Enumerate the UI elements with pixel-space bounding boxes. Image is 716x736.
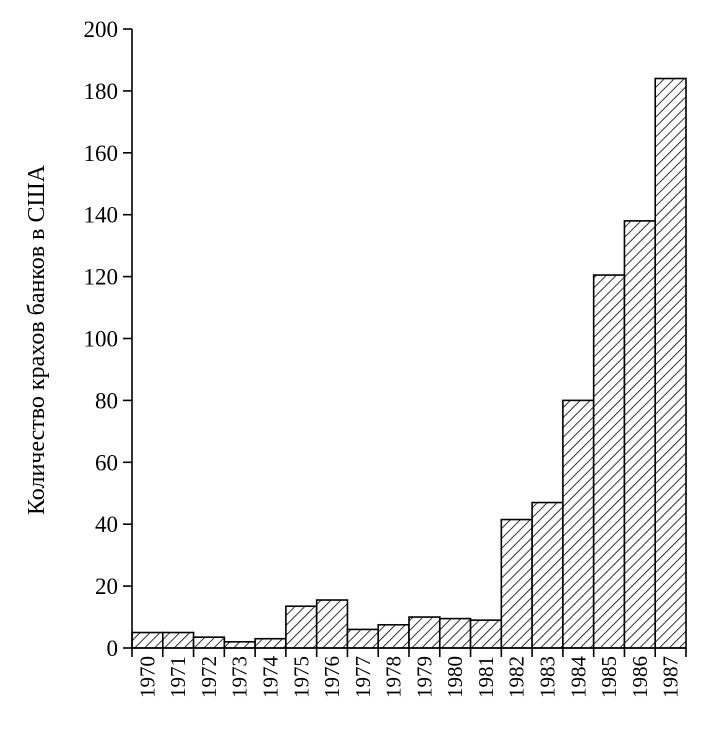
bar-1978 (377, 623, 410, 649)
x-tick-label-1978: 1978 (382, 656, 406, 698)
y-tick-label-20: 20 (95, 574, 118, 599)
y-axis-title: Количество крахов банков в США (24, 164, 50, 515)
bar-1979 (408, 616, 441, 649)
x-tick-label-1984: 1984 (566, 656, 590, 699)
bar-1974 (254, 637, 287, 649)
bar-1984 (562, 399, 595, 649)
x-tick-label-1986: 1986 (628, 656, 652, 698)
y-tick-label-160: 160 (84, 141, 119, 166)
y-tick-label-100: 100 (84, 327, 119, 352)
bar-1980 (438, 617, 472, 649)
bar-1973 (223, 641, 256, 649)
y-tick-label-180: 180 (84, 79, 119, 104)
bar-1982 (500, 518, 533, 649)
bar-1985 (592, 274, 626, 649)
x-tick-label-1983: 1983 (536, 656, 560, 698)
y-tick-label-40: 40 (95, 512, 118, 537)
bar-1971 (161, 631, 195, 649)
x-tick-label-1974: 1974 (259, 656, 283, 699)
bar-1975 (285, 605, 318, 649)
x-tick-label-1979: 1979 (412, 656, 436, 698)
y-tick-label-60: 60 (95, 450, 118, 475)
y-tick-label-80: 80 (95, 388, 118, 413)
x-tick-label-1970: 1970 (135, 656, 159, 698)
y-tick-label-200: 200 (84, 17, 119, 42)
x-tick-label-1981: 1981 (474, 656, 498, 698)
x-tick-label-1973: 1973 (228, 656, 252, 698)
x-tick-label-1985: 1985 (597, 656, 621, 698)
y-tick-label-120: 120 (84, 265, 119, 290)
bar-1976 (315, 599, 349, 649)
y-tick-label-140: 140 (84, 203, 119, 228)
y-tick-label-0: 0 (107, 636, 119, 661)
x-tick-label-1972: 1972 (197, 656, 221, 698)
x-tick-label-1971: 1971 (166, 656, 190, 698)
x-tick-label-1987: 1987 (659, 656, 683, 698)
x-tick-label-1982: 1982 (505, 656, 529, 698)
x-tick-label-1976: 1976 (320, 656, 344, 698)
bar-1986 (623, 220, 657, 649)
bar-1977 (346, 628, 380, 649)
x-tick-label-1977: 1977 (351, 656, 375, 698)
bar-1970 (131, 631, 164, 649)
plot-area: 0 20 40 60 80 100 120 140 160 180 200 1970 1971 1972 1… (84, 17, 687, 698)
bar-1972 (192, 636, 226, 649)
x-tick-label-1980: 1980 (443, 656, 467, 698)
bar-1983 (531, 501, 564, 649)
x-tick-label-1975: 1975 (289, 656, 313, 698)
bar-1987 (654, 77, 687, 649)
bar-1981 (469, 619, 503, 649)
